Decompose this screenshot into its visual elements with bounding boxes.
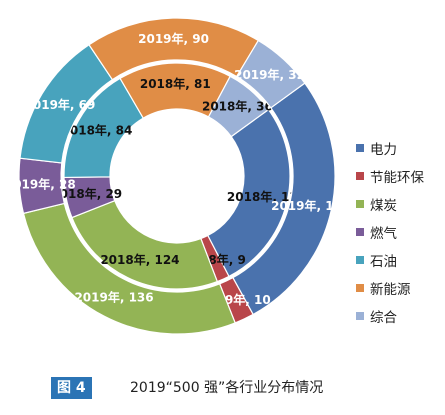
legend-label: 综合 — [370, 310, 397, 326]
outer-data-label-6: 2019年, 32 — [234, 67, 305, 82]
figure-caption: 图 4 2019“500 强”各行业分布情况 — [0, 377, 445, 401]
legend-item: 燃气 — [356, 218, 444, 246]
outer-data-label-5: 2019年, 90 — [138, 31, 209, 46]
legend-label: 煤炭 — [370, 198, 397, 214]
inner-ring-segment-0 — [206, 108, 291, 278]
legend-label: 节能环保 — [370, 170, 424, 186]
legend-swatch — [356, 172, 364, 180]
legend-item: 综合 — [356, 302, 444, 330]
outer-data-label-4: 2019年, 69 — [25, 97, 96, 112]
legend-item: 节能环保 — [356, 162, 444, 190]
inner-data-label-4: 2018年, 84 — [62, 123, 133, 138]
outer-data-label-0: 2019年, 135 — [271, 198, 350, 213]
outer-data-label-3: 2019年, 28 — [5, 177, 76, 192]
outer-ring-segment-6 — [235, 39, 306, 109]
legend-swatch — [356, 256, 364, 264]
outer-data-label-2: 2019年, 136 — [74, 290, 153, 305]
legend-label: 燃气 — [370, 226, 397, 242]
figure-title: 2019“500 强”各行业分布情况 — [130, 380, 324, 396]
inner-data-label-6: 2018年, 36 — [202, 99, 273, 114]
legend-swatch — [356, 228, 364, 236]
inner-data-label-0: 2018年, 137 — [227, 189, 306, 204]
legend-label: 石油 — [370, 254, 397, 270]
legend-label: 电力 — [370, 142, 397, 158]
legend-item: 新能源 — [356, 274, 444, 302]
donut-chart: 2018年, 137 2018年, 9 2018年, 124 2018年, 29 201… — [5, 18, 350, 334]
legend-swatch — [356, 284, 364, 292]
figure-number-badge: 图 4 — [51, 377, 92, 399]
chart-legend: 电力节能环保煤炭燃气石油新能源综合 — [356, 134, 444, 330]
inner-ring-segment-6 — [207, 75, 270, 138]
legend-item: 石油 — [356, 246, 444, 274]
legend-item: 电力 — [356, 134, 444, 162]
inner-data-label-5: 2018年, 81 — [140, 76, 211, 91]
legend-swatch — [356, 312, 364, 320]
inner-data-label-2: 2018年, 124 — [100, 252, 179, 267]
inner-data-label-3: 2018年, 29 — [51, 186, 122, 201]
legend-swatch — [356, 200, 364, 208]
legend-swatch — [356, 144, 364, 152]
legend-label: 新能源 — [370, 282, 411, 298]
legend-item: 煤炭 — [356, 190, 444, 218]
